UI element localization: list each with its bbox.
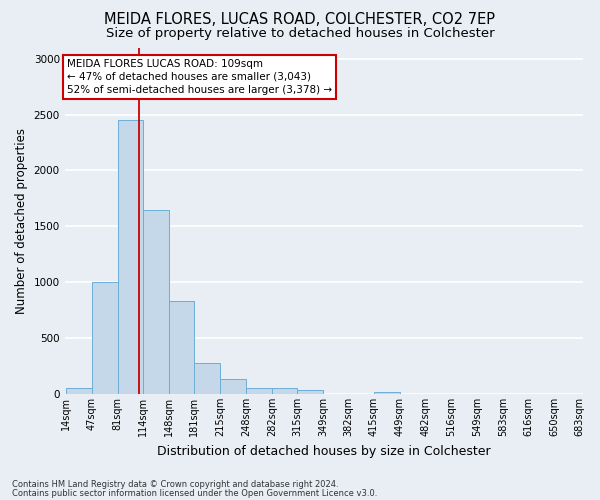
Bar bbox=[66, 388, 92, 394]
Text: Contains public sector information licensed under the Open Government Licence v3: Contains public sector information licen… bbox=[12, 488, 377, 498]
Bar bbox=[169, 301, 194, 394]
Bar bbox=[194, 362, 220, 394]
Bar bbox=[92, 282, 118, 394]
Bar bbox=[272, 388, 297, 394]
Text: Size of property relative to detached houses in Colchester: Size of property relative to detached ho… bbox=[106, 28, 494, 40]
Y-axis label: Number of detached properties: Number of detached properties bbox=[15, 128, 28, 314]
Text: Contains HM Land Registry data © Crown copyright and database right 2024.: Contains HM Land Registry data © Crown c… bbox=[12, 480, 338, 489]
Text: MEIDA FLORES LUCAS ROAD: 109sqm
← 47% of detached houses are smaller (3,043)
52%: MEIDA FLORES LUCAS ROAD: 109sqm ← 47% of… bbox=[67, 58, 332, 95]
Text: MEIDA FLORES, LUCAS ROAD, COLCHESTER, CO2 7EP: MEIDA FLORES, LUCAS ROAD, COLCHESTER, CO… bbox=[104, 12, 496, 28]
X-axis label: Distribution of detached houses by size in Colchester: Distribution of detached houses by size … bbox=[157, 444, 491, 458]
Bar bbox=[374, 392, 400, 394]
Bar bbox=[143, 210, 169, 394]
Bar bbox=[246, 388, 272, 394]
Bar bbox=[220, 380, 246, 394]
Bar bbox=[297, 390, 323, 394]
Bar bbox=[118, 120, 143, 394]
